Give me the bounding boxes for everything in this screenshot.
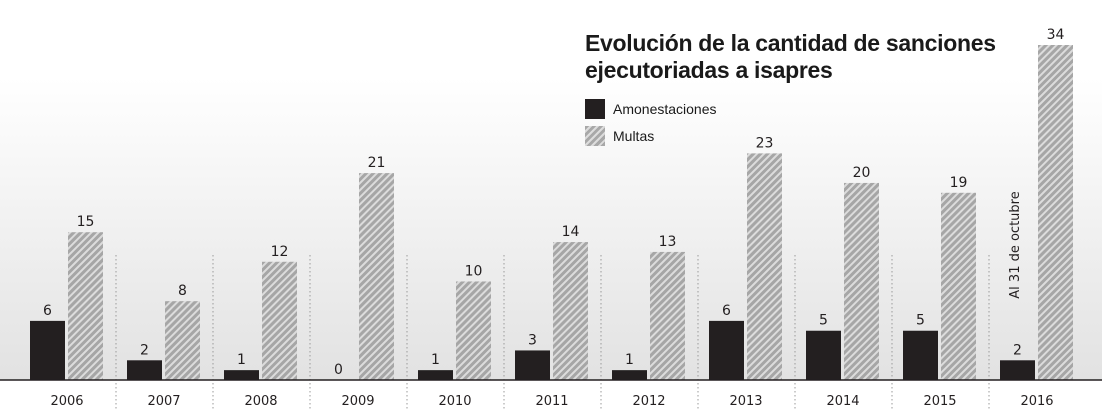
data-label-amonestaciones-2010: 1: [431, 352, 440, 368]
data-label-amonestaciones-2007: 2: [140, 342, 149, 358]
x-tick-label-2014: 2014: [826, 394, 859, 409]
data-label-amonestaciones-2014: 5: [819, 313, 828, 329]
bar-multas-2011: [553, 242, 588, 380]
data-label-amonestaciones-2016: 2: [1013, 342, 1022, 358]
bar-amonestaciones-2012: [612, 370, 647, 380]
bar-amonestaciones-2010: [418, 370, 453, 380]
x-tick-label-2015: 2015: [923, 394, 956, 409]
data-label-multas-2006: 15: [77, 214, 95, 230]
data-label-multas-2010: 10: [465, 263, 483, 279]
data-label-amonestaciones-2015: 5: [916, 313, 925, 329]
bar-amonestaciones-2016: [1000, 360, 1035, 380]
x-tick-label-2016: 2016: [1020, 394, 1053, 409]
bar-amonestaciones-2006: [30, 320, 65, 380]
data-label-multas-2016: 34: [1047, 27, 1065, 43]
annotation-2016: Al 31 de octubre: [1008, 191, 1023, 298]
chart-title: Evolución de la cantidad de sanciones ej…: [585, 30, 996, 83]
bar-amonestaciones-2007: [127, 360, 162, 380]
x-tick-label-2008: 2008: [244, 394, 277, 409]
x-tick-label-2009: 2009: [341, 394, 374, 409]
bar-multas-2012: [650, 251, 685, 380]
data-label-multas-2009: 21: [368, 155, 386, 171]
data-label-multas-2008: 12: [271, 244, 289, 260]
bar-multas-2014: [844, 182, 879, 380]
x-tick-label-2011: 2011: [535, 394, 568, 409]
bar-multas-2006: [68, 232, 103, 380]
legend-swatch-amonestaciones: [585, 99, 605, 119]
data-label-amonestaciones-2013: 6: [722, 303, 731, 319]
data-label-multas-2015: 19: [950, 175, 968, 191]
data-label-multas-2014: 20: [853, 165, 871, 181]
bar-multas-2008: [262, 261, 297, 380]
data-label-amonestaciones-2011: 3: [528, 332, 537, 348]
data-label-multas-2011: 14: [562, 224, 580, 240]
bar-multas-2015: [941, 192, 976, 380]
data-label-multas-2012: 13: [659, 234, 677, 250]
data-label-amonestaciones-2008: 1: [237, 352, 246, 368]
bar-amonestaciones-2014: [806, 330, 841, 380]
bar-amonestaciones-2013: [709, 320, 744, 380]
legend-label-multas: Multas: [613, 128, 655, 144]
bar-amonestaciones-2011: [515, 350, 550, 380]
data-label-amonestaciones-2009: 0: [334, 362, 343, 378]
legend: Amonestaciones Multas: [585, 99, 717, 153]
x-tick-label-2006: 2006: [50, 394, 83, 409]
data-label-multas-2007: 8: [178, 283, 187, 299]
x-tick-label-2012: 2012: [632, 394, 665, 409]
bar-amonestaciones-2008: [224, 370, 259, 380]
bar-multas-2009: [359, 173, 394, 380]
data-label-amonestaciones-2006: 6: [43, 303, 52, 319]
x-tick-label-2013: 2013: [729, 394, 762, 409]
data-label-amonestaciones-2012: 1: [625, 352, 634, 368]
data-label-multas-2013: 23: [756, 135, 774, 151]
bar-multas-2007: [165, 301, 200, 380]
bar-amonestaciones-2015: [903, 330, 938, 380]
x-tick-label-2007: 2007: [147, 394, 180, 409]
legend-item-amonestaciones: Amonestaciones: [585, 99, 717, 119]
legend-swatch-multas: [585, 126, 605, 146]
bar-multas-2013: [747, 153, 782, 380]
legend-item-multas: Multas: [585, 126, 717, 146]
bar-multas-2010: [456, 281, 491, 380]
x-tick-label-2010: 2010: [438, 394, 471, 409]
bar-multas-2016: [1038, 45, 1073, 380]
legend-label-amonestaciones: Amonestaciones: [613, 101, 717, 117]
